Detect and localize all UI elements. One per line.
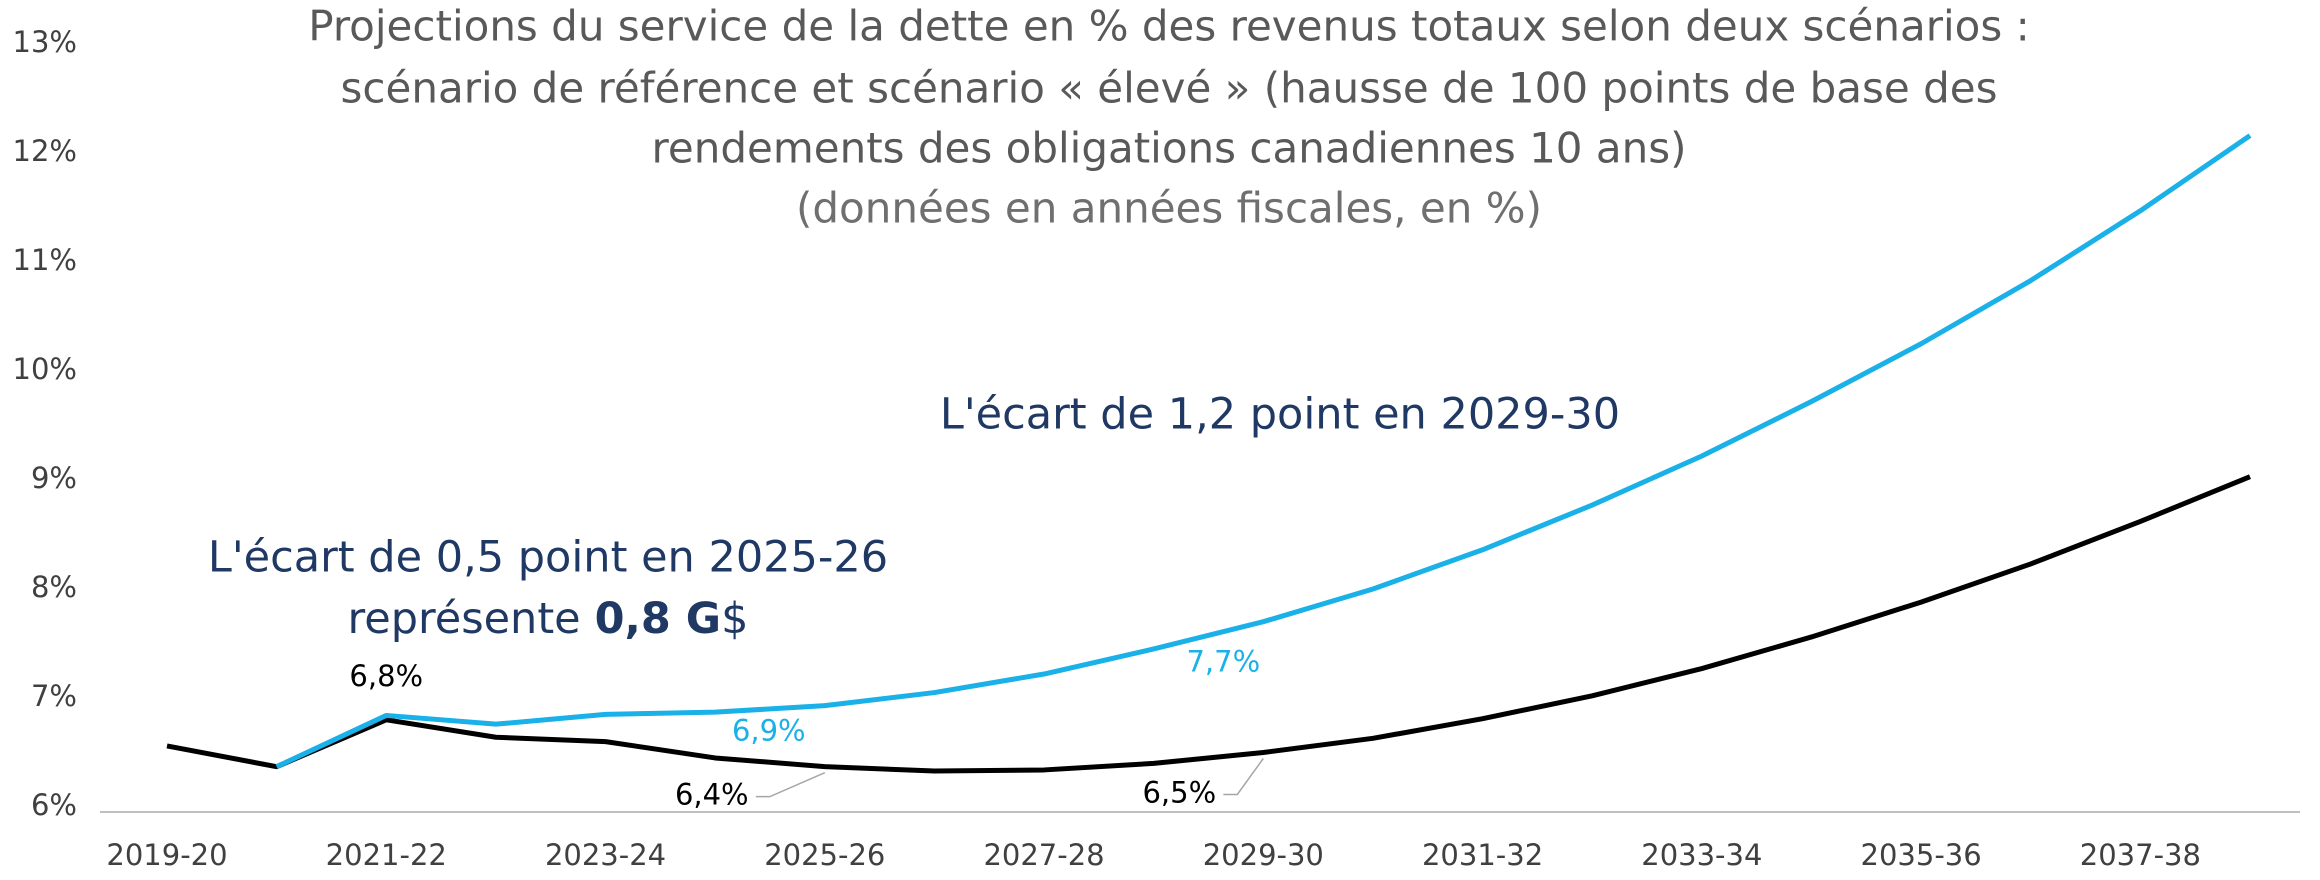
chart-subtitle: (données en années fiscales, en %) xyxy=(796,184,1542,233)
series-line xyxy=(275,133,2252,769)
y-tick-label: 9% xyxy=(31,461,77,495)
leader-line xyxy=(1223,758,1264,796)
x-tick-label: 2019-20 xyxy=(106,838,227,872)
data-label: 6,8% xyxy=(349,659,423,693)
data-label: 6,4% xyxy=(675,778,749,812)
x-tick-label: 2033-34 xyxy=(1641,838,1762,872)
annotation-part: 0,8 G xyxy=(595,594,721,644)
annotation: L'écart de 0,5 point en 2025-26 xyxy=(208,533,888,583)
chart-title: Projections du service de la dette en % … xyxy=(308,2,2030,51)
x-tick-label: 2021-22 xyxy=(326,838,447,872)
leader-line xyxy=(755,771,826,798)
y-tick-label: 13% xyxy=(13,25,77,59)
x-tick-label: 2029-30 xyxy=(1203,838,1324,872)
data-label: 6,5% xyxy=(1142,776,1216,810)
y-tick-label: 8% xyxy=(31,570,77,604)
y-tick-label: 11% xyxy=(13,243,77,277)
data-label: 6,9% xyxy=(732,714,806,748)
series-line xyxy=(166,474,2251,774)
annotation: L'écart de 1,2 point en 2029-30 xyxy=(940,390,1620,440)
y-tick-label: 10% xyxy=(13,352,77,386)
x-tick-label: 2027-28 xyxy=(983,838,1104,872)
x-tick-label: 2023-24 xyxy=(545,838,666,872)
y-tick-label: 12% xyxy=(13,134,77,168)
chart-title: scénario de référence et scénario « élev… xyxy=(341,64,1998,113)
annotation-part: $ xyxy=(721,594,748,644)
chart-title: rendements des obligations canadiennes 1… xyxy=(652,124,1687,173)
x-tick-label: 2025-26 xyxy=(764,838,885,872)
y-tick-label: 7% xyxy=(31,679,77,713)
annotation: représente 0,8 G$ xyxy=(348,594,749,644)
x-tick-label: 2037-38 xyxy=(2080,838,2201,872)
annotation-part: représente xyxy=(348,594,581,644)
x-tick-label: 2035-36 xyxy=(1861,838,1982,872)
y-tick-label: 6% xyxy=(31,788,77,822)
x-tick-label: 2031-32 xyxy=(1422,838,1543,872)
data-label: 7,7% xyxy=(1186,645,1260,679)
